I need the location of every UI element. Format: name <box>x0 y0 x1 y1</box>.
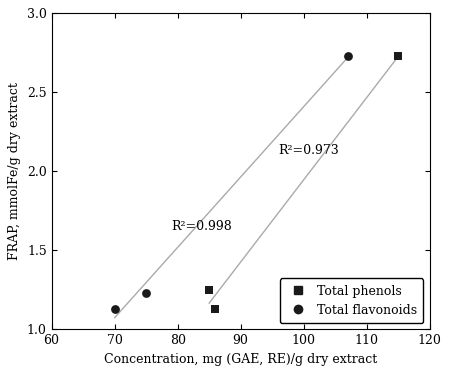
Legend: Total phenols, Total flavonoids: Total phenols, Total flavonoids <box>279 278 423 323</box>
Text: R²=0.973: R²=0.973 <box>279 144 339 157</box>
Total phenols <box>206 287 213 293</box>
Total phenols <box>395 53 402 59</box>
Total flavonoids <box>344 53 351 59</box>
X-axis label: Concentration, mg (GAE, RE)/g dry extract: Concentration, mg (GAE, RE)/g dry extrac… <box>104 353 377 366</box>
Total flavonoids <box>111 306 118 312</box>
Y-axis label: FRAP, mmolFe/g dry extract: FRAP, mmolFe/g dry extract <box>9 82 21 260</box>
Total flavonoids <box>143 290 150 296</box>
Text: R²=0.998: R²=0.998 <box>171 220 232 233</box>
Total phenols <box>212 306 219 312</box>
